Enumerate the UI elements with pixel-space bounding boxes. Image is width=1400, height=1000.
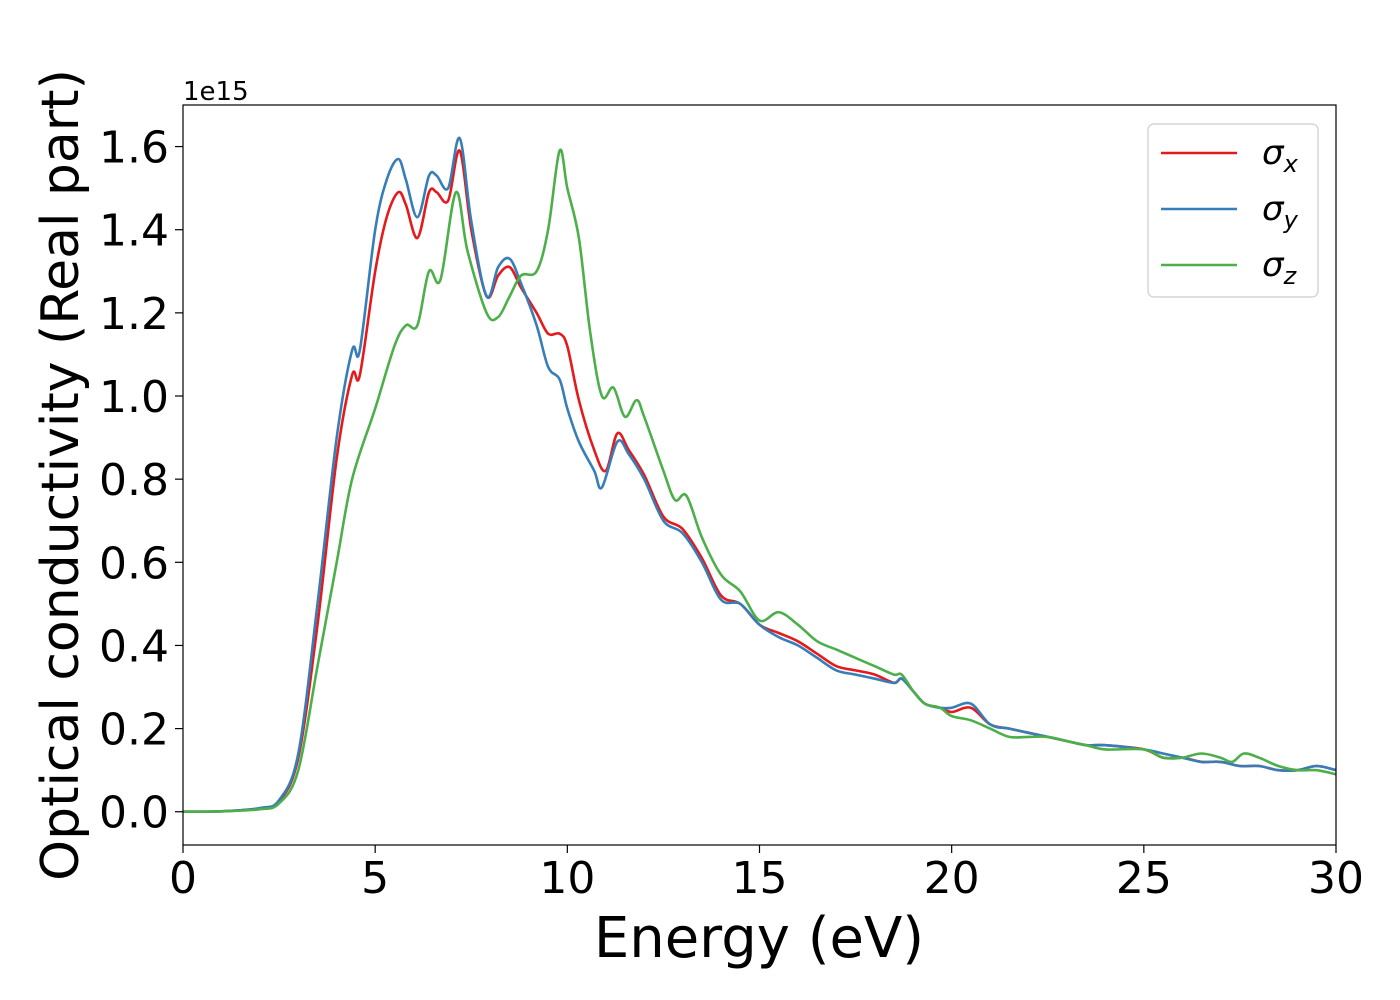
series-lines: [182, 136, 1337, 814]
y-axis-label: Optical conductivity (Real part): [31, 69, 91, 881]
y-tick-label: 1.4: [99, 206, 169, 257]
x-tick-label: 10: [539, 853, 595, 904]
y-tick-label: 0.4: [99, 621, 169, 672]
x-tick-label: 15: [732, 853, 788, 904]
x-tick-label: 25: [1116, 853, 1172, 904]
y-tick-label: 1.6: [99, 123, 169, 174]
y-axis: 0.0 0.2 0.4 0.6 0.8 1.0 1.2 1.4 1.6: [99, 123, 183, 839]
x-axis: 0 5 10 15 20 25 30: [169, 845, 1364, 904]
legend-label-sigma-x: σx: [1262, 133, 1299, 178]
y-tick-label: 0.2: [99, 705, 169, 756]
x-tick-label: 0: [169, 853, 197, 904]
y-tick-label: 1.0: [99, 372, 169, 423]
x-tick-label: 5: [361, 853, 389, 904]
y-offset-label: 1e15: [183, 77, 249, 107]
legend-label-sigma-z: σz: [1262, 245, 1298, 290]
x-axis-label: Energy (eV): [594, 906, 924, 971]
y-tick-label: 0.8: [99, 455, 169, 506]
x-tick-label: 30: [1308, 853, 1364, 904]
legend-box: [1147, 123, 1319, 298]
y-tick-label: 0.6: [99, 538, 169, 589]
y-tick-label: 0.0: [99, 788, 169, 839]
x-tick-label: 20: [924, 853, 980, 904]
series-line-sigma-z: [182, 148, 1337, 813]
legend: σx σy σz: [1147, 123, 1319, 298]
legend-label-sigma-y: σy: [1262, 189, 1299, 234]
y-tick-label: 1.2: [99, 289, 169, 340]
